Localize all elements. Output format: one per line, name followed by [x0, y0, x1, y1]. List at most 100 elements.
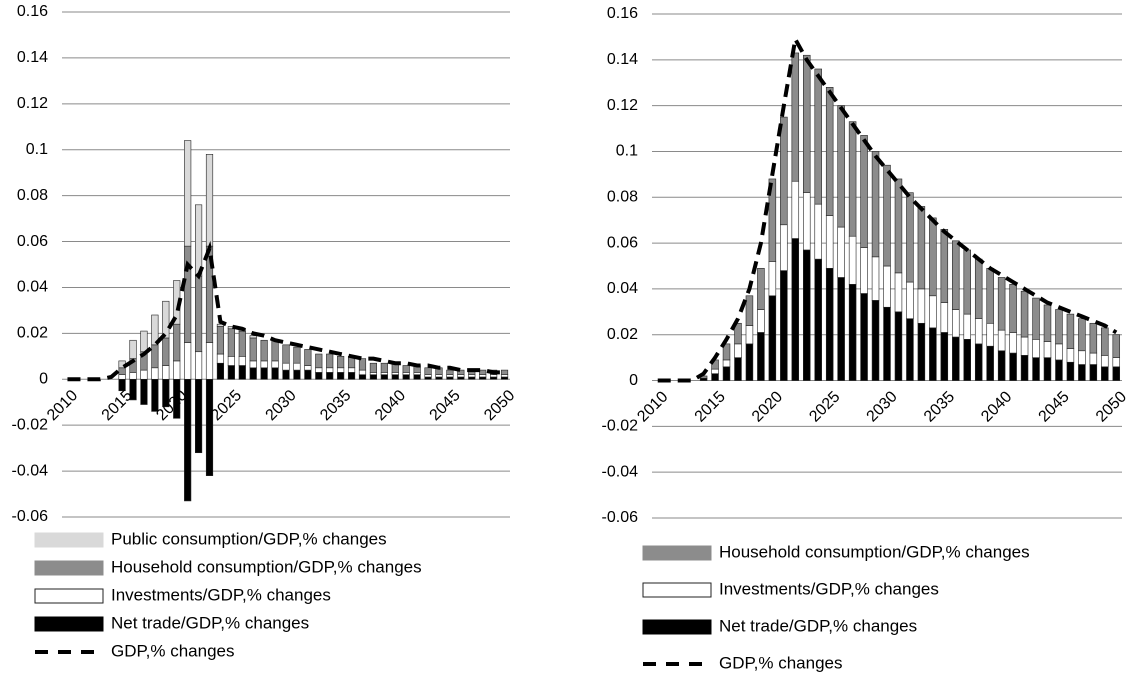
bar — [1066, 361, 1075, 381]
y-tick-label: 0.14 — [17, 49, 48, 66]
bar — [129, 372, 137, 380]
legend-swatch — [34, 616, 104, 632]
bar — [1020, 290, 1029, 338]
bar — [337, 356, 345, 369]
bar — [435, 376, 443, 380]
bar — [883, 306, 891, 381]
legend-label: Net trade/GDP,% changes — [719, 616, 917, 635]
bar — [205, 342, 214, 380]
bar — [424, 374, 432, 378]
bar — [238, 356, 246, 366]
bar — [734, 322, 742, 345]
bar — [358, 369, 367, 375]
y-tick-label: 0.14 — [607, 51, 638, 68]
bar — [997, 277, 1006, 331]
bar — [929, 327, 937, 381]
bar — [1043, 304, 1052, 342]
legend-label: Net trade/GDP,% changes — [111, 613, 309, 632]
bar — [184, 140, 192, 247]
x-tick-label: 2045 — [1036, 388, 1073, 425]
bar — [282, 362, 290, 371]
bar — [216, 362, 225, 380]
bar — [380, 374, 388, 380]
bar — [699, 377, 708, 381]
y-tick-label: 0.16 — [607, 5, 638, 22]
bar — [326, 367, 334, 373]
bar — [413, 374, 421, 380]
x-tick-label: 2030 — [263, 387, 300, 424]
bar — [238, 330, 246, 357]
line-series — [657, 33, 1118, 383]
legend-label: GDP,% changes — [719, 653, 842, 672]
bar — [780, 270, 788, 381]
legend-swatch — [34, 532, 104, 548]
y-tick-label: 0.12 — [17, 95, 48, 112]
bar — [347, 367, 356, 373]
bar — [1032, 357, 1040, 381]
bar — [952, 240, 960, 310]
bar — [1020, 355, 1029, 381]
bar — [860, 135, 868, 248]
bar — [468, 376, 476, 380]
bar — [151, 314, 159, 346]
bar — [860, 293, 868, 381]
bar — [1112, 334, 1121, 358]
bar — [402, 372, 410, 375]
bar — [315, 372, 323, 380]
bar — [195, 275, 203, 353]
bar — [151, 378, 159, 412]
bar — [304, 369, 312, 380]
bar — [974, 343, 983, 381]
bar — [184, 342, 192, 380]
bar — [837, 277, 845, 381]
bar — [1078, 350, 1086, 365]
bar — [745, 343, 754, 381]
bar — [871, 300, 880, 381]
x-tick-label: 2030 — [864, 388, 901, 425]
y-tick-label: 0.06 — [607, 234, 638, 251]
bar — [848, 284, 857, 381]
bar — [293, 362, 301, 371]
bar — [986, 322, 994, 347]
bar — [722, 359, 731, 368]
y-tick-label: -0.06 — [12, 508, 49, 525]
line-series — [67, 240, 505, 382]
bar — [837, 105, 845, 228]
bar — [1089, 352, 1098, 365]
y-tick-label: -0.06 — [602, 509, 639, 526]
bar — [1009, 352, 1017, 381]
bar — [1078, 318, 1086, 352]
bar — [402, 365, 410, 373]
bar — [1078, 364, 1086, 381]
bar — [457, 369, 465, 375]
bar — [814, 68, 822, 205]
bar — [803, 54, 811, 193]
bar — [446, 369, 454, 375]
bar — [883, 164, 891, 267]
x-tick-label: 2035 — [317, 387, 354, 424]
bar — [757, 309, 765, 333]
bar — [216, 326, 225, 355]
legend-swatch — [642, 582, 712, 598]
bar — [780, 224, 788, 271]
bar — [894, 311, 903, 381]
bar — [1101, 327, 1109, 356]
bar — [173, 360, 181, 380]
bar — [929, 295, 937, 329]
bar — [413, 372, 421, 375]
bar — [118, 367, 126, 375]
y-tick-label: 0.1 — [616, 143, 638, 160]
y-tick-label: 0 — [39, 370, 48, 387]
bar — [1032, 297, 1040, 340]
bar — [500, 376, 509, 380]
bar — [479, 374, 487, 378]
bar — [490, 374, 498, 378]
bar — [271, 367, 279, 380]
bar — [871, 256, 880, 301]
bar — [260, 367, 268, 380]
bar — [500, 374, 509, 378]
bar — [1066, 313, 1075, 349]
bar — [358, 358, 367, 371]
bar — [745, 325, 754, 345]
